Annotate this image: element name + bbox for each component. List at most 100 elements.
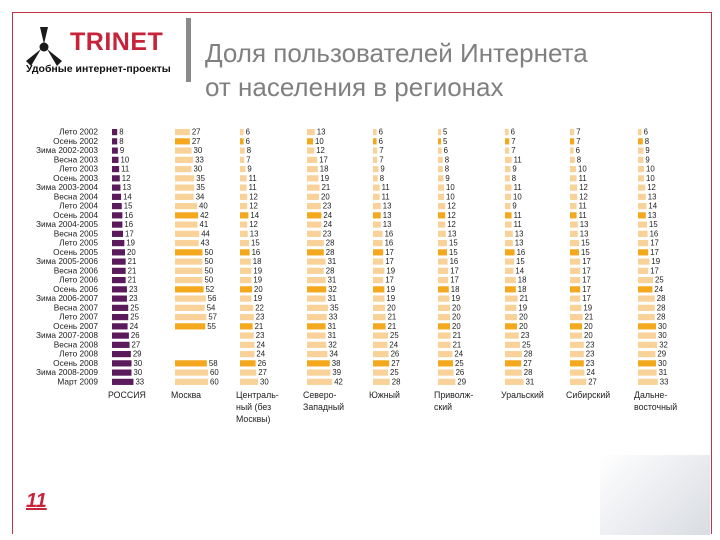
data-label: 31	[328, 257, 337, 266]
bar	[175, 369, 208, 376]
data-label: 20	[321, 192, 330, 201]
data-label: 24	[130, 322, 139, 331]
bar	[307, 138, 313, 145]
bar	[373, 249, 384, 256]
bar	[505, 360, 522, 367]
series-label: Москва	[171, 390, 201, 400]
category-label: Зима 2005-2006	[36, 256, 98, 266]
series-label: ский	[434, 402, 452, 412]
bar	[438, 230, 446, 237]
bar	[373, 203, 381, 210]
data-label: 8	[119, 137, 123, 146]
data-label: 24	[323, 220, 332, 229]
category-label: Зима 2004-2005	[36, 219, 98, 229]
bar	[307, 175, 319, 182]
category-label: Март 2009	[57, 376, 98, 386]
bar	[307, 314, 327, 321]
data-label: 6	[379, 128, 383, 137]
bar	[112, 314, 129, 321]
data-label: 26	[391, 350, 400, 359]
category-label: Осень 2006	[53, 284, 98, 294]
data-label: 13	[448, 229, 457, 238]
data-label: 31	[328, 276, 337, 285]
data-label: 22	[255, 303, 264, 312]
data-label: 11	[121, 165, 129, 174]
data-label: 15	[124, 202, 133, 211]
data-label: 20	[127, 248, 136, 257]
data-label: 15	[581, 239, 590, 248]
data-label: 8	[512, 174, 516, 183]
bar	[373, 240, 383, 247]
bar	[175, 295, 206, 302]
data-label: 9	[512, 165, 516, 174]
page-title: Доля пользователей Интернета от населени…	[205, 36, 588, 104]
series-label: Приволж-	[434, 390, 473, 400]
data-label: 11	[514, 220, 522, 229]
page-number: 11	[26, 490, 47, 512]
bar	[112, 286, 127, 293]
bar	[638, 184, 646, 191]
bar	[638, 378, 658, 385]
data-label: 13	[250, 229, 259, 238]
bar	[175, 175, 195, 182]
data-label: 16	[124, 211, 133, 220]
bar	[438, 203, 446, 210]
data-label: 30	[658, 331, 667, 340]
data-label: 21	[322, 183, 331, 192]
bar	[112, 212, 123, 219]
bar	[638, 360, 656, 367]
data-label: 16	[517, 248, 526, 257]
data-label: 17	[650, 239, 659, 248]
data-label: 24	[389, 340, 398, 349]
data-label: 26	[131, 331, 140, 340]
bar	[638, 304, 655, 311]
bar	[438, 249, 447, 256]
data-label: 25	[130, 303, 139, 312]
bar	[438, 129, 441, 136]
data-label: 13	[515, 229, 524, 238]
bar	[438, 193, 444, 200]
bar	[307, 332, 326, 339]
data-label: 29	[657, 350, 666, 359]
bar	[438, 166, 443, 173]
data-label: 24	[654, 285, 663, 294]
bar	[638, 193, 646, 200]
bar	[638, 221, 647, 228]
bar	[307, 258, 326, 265]
data-label: 21	[388, 322, 397, 331]
category-label: Лето 2003	[59, 164, 98, 174]
bar	[307, 277, 326, 284]
data-label: 18	[518, 276, 527, 285]
data-label: 32	[328, 285, 337, 294]
bar	[638, 314, 655, 321]
data-label: 12	[447, 220, 456, 229]
bar	[373, 138, 377, 145]
bar	[240, 203, 248, 210]
data-label: 30	[260, 377, 269, 386]
bar	[373, 129, 377, 136]
series-label: Централь-	[236, 390, 279, 400]
bar	[307, 203, 321, 210]
bar	[112, 166, 120, 173]
bar	[373, 360, 390, 367]
bar	[638, 212, 646, 219]
data-label: 13	[648, 211, 657, 220]
bar	[112, 138, 118, 145]
bar	[112, 184, 121, 191]
bar	[638, 166, 644, 173]
brand-tagline: Удобные интернет-проекты	[26, 63, 171, 75]
data-label: 21	[585, 313, 594, 322]
bar	[240, 221, 248, 228]
series-label: ный (без	[236, 402, 271, 412]
bar	[638, 277, 653, 284]
bar	[307, 378, 333, 385]
bar	[373, 147, 378, 154]
bar	[373, 230, 383, 237]
bar	[175, 147, 192, 154]
title-line-2: от населения в регионах	[205, 72, 504, 102]
bar	[638, 203, 647, 210]
bar	[438, 323, 450, 330]
data-label: 10	[446, 183, 455, 192]
bar	[240, 369, 257, 376]
data-label: 31	[328, 294, 337, 303]
